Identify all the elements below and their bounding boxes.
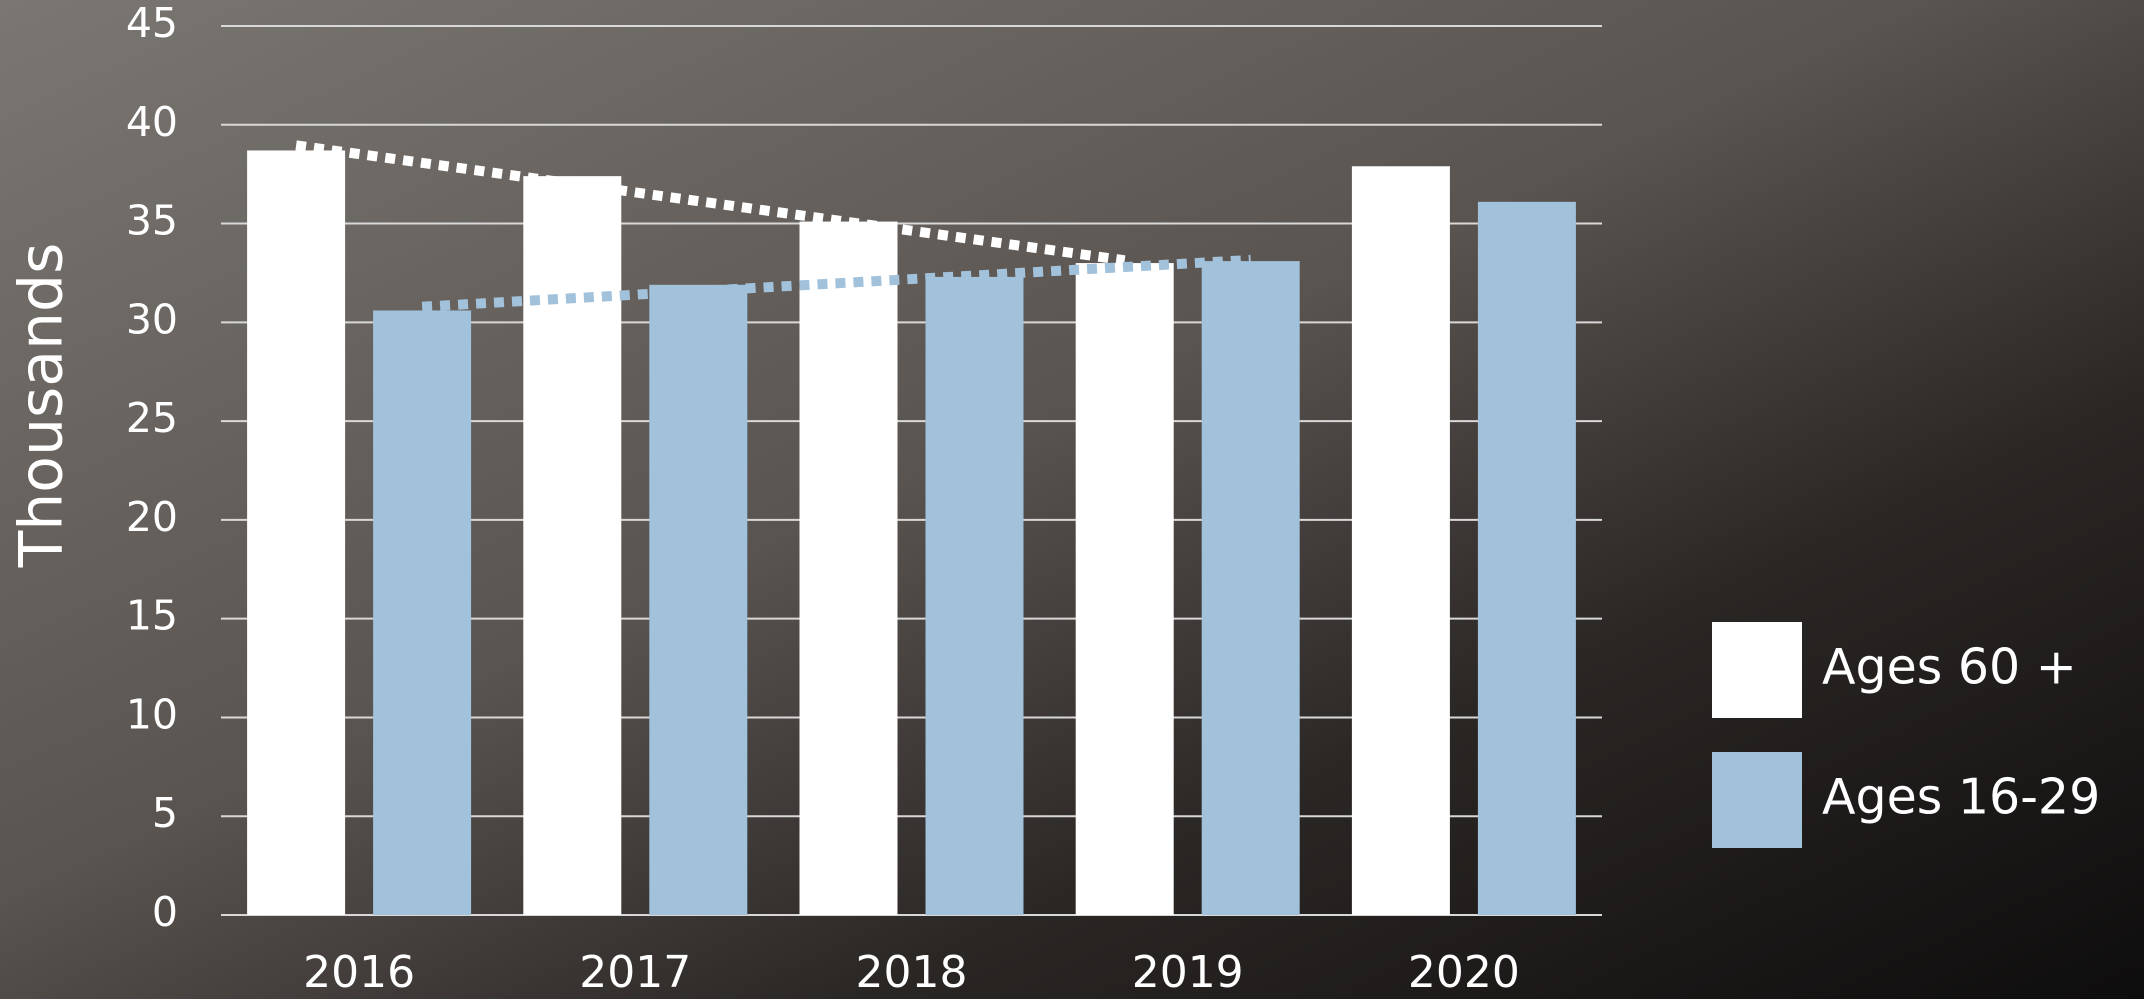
y-tick-label: 0: [152, 888, 178, 936]
x-tick-label: 2017: [579, 947, 691, 998]
x-tick-label: 2018: [856, 947, 968, 998]
bar: [1202, 261, 1300, 915]
y-tick-label: 40: [126, 98, 178, 146]
legend-swatch: [1712, 752, 1802, 848]
y-tick-label: 45: [126, 0, 178, 47]
legend-swatch: [1712, 622, 1802, 718]
bar: [1076, 263, 1174, 915]
x-tick-label: 2019: [1132, 947, 1244, 998]
page: {"chart_data": {"type": "bar", "y_label"…: [0, 0, 2144, 999]
bar: [523, 176, 621, 915]
bar: [800, 222, 898, 915]
x-tick-label: 2020: [1408, 947, 1520, 998]
y-tick-label: 20: [126, 493, 178, 541]
y-axis-label: Thousands: [7, 243, 77, 569]
bar: [373, 310, 471, 915]
x-tick-label: 2016: [303, 947, 415, 998]
y-tick-label: 10: [126, 690, 178, 738]
y-tick-label: 35: [126, 197, 178, 245]
legend-label: Ages 60 +: [1822, 639, 2077, 696]
bar: [649, 285, 747, 915]
bar: [1352, 166, 1450, 915]
y-tick-label: 5: [152, 789, 178, 837]
bar: [247, 150, 345, 915]
y-tick-label: 25: [126, 394, 178, 442]
y-tick-label: 15: [126, 592, 178, 640]
bar: [1478, 202, 1576, 915]
bar: [926, 277, 1024, 915]
legend-label: Ages 16-29: [1822, 769, 2100, 826]
chart: Thousands 0 5 10 15 20 25 30 35 40 45 2016 2017 2018…: [0, 0, 2144, 999]
y-tick-label: 30: [126, 295, 178, 343]
